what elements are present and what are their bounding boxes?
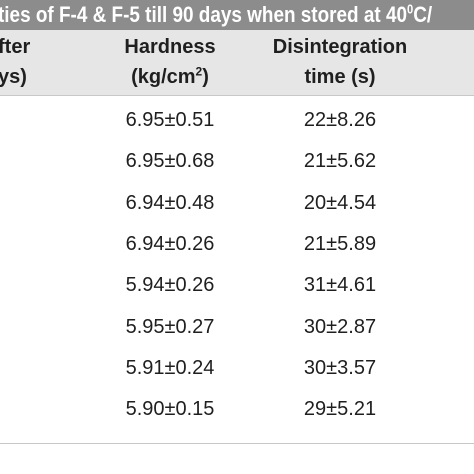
header-days-line2: ys) xyxy=(0,66,27,88)
disintegration-cell: 31±4.61 xyxy=(303,274,377,296)
header-hardness-sup: 2 xyxy=(195,64,203,79)
disintegration-cell: 30±3.57 xyxy=(303,357,377,379)
hardness-cell: 6.94±0.48 xyxy=(125,192,215,214)
header-days-line1: fter xyxy=(0,36,31,58)
table-title-bar: ties of F-4 & F-5 till 90 days when stor… xyxy=(0,0,474,30)
hardness-cell: 6.94±0.26 xyxy=(125,233,215,255)
disintegration-cell: 21±5.62 xyxy=(303,150,377,172)
disintegration-cell: 29±5.21 xyxy=(303,398,377,420)
table-title: ties of F-4 & F-5 till 90 days when stor… xyxy=(0,2,432,28)
header-hardness-unit: (kg/cm xyxy=(131,66,196,88)
disintegration-cell: 20±4.54 xyxy=(303,192,377,214)
table-title-text: ties of F-4 & F-5 till 90 days when stor… xyxy=(0,2,407,27)
hardness-cell: 6.95±0.68 xyxy=(125,150,215,172)
hardness-cell: 6.95±0.51 xyxy=(125,109,215,131)
header-divider xyxy=(0,95,474,96)
disintegration-cell: 21±5.89 xyxy=(303,233,377,255)
disintegration-cell: 22±8.26 xyxy=(303,109,377,131)
table-title-tail: C/ xyxy=(413,2,433,27)
table-header: fter ys) Hardness (kg/cm2) Disintegratio… xyxy=(0,30,474,95)
degree-superscript: 0 xyxy=(406,1,414,17)
header-hardness-line2: (kg/cm2) xyxy=(75,64,265,90)
disintegration-cell: 30±2.87 xyxy=(303,316,377,338)
hardness-cell: 5.94±0.26 xyxy=(125,274,215,296)
hardness-cell: 5.95±0.27 xyxy=(125,316,215,338)
table-bottom-rule xyxy=(0,443,474,444)
hardness-cell: 5.91±0.24 xyxy=(125,357,215,379)
header-disintegration-line2: time (s) xyxy=(304,66,376,88)
hardness-cell: 5.90±0.15 xyxy=(125,398,215,420)
header-hardness-close: ) xyxy=(202,66,209,88)
header-disintegration-line1: Disintegration xyxy=(272,36,408,58)
header-hardness-line1: Hardness xyxy=(124,36,216,58)
